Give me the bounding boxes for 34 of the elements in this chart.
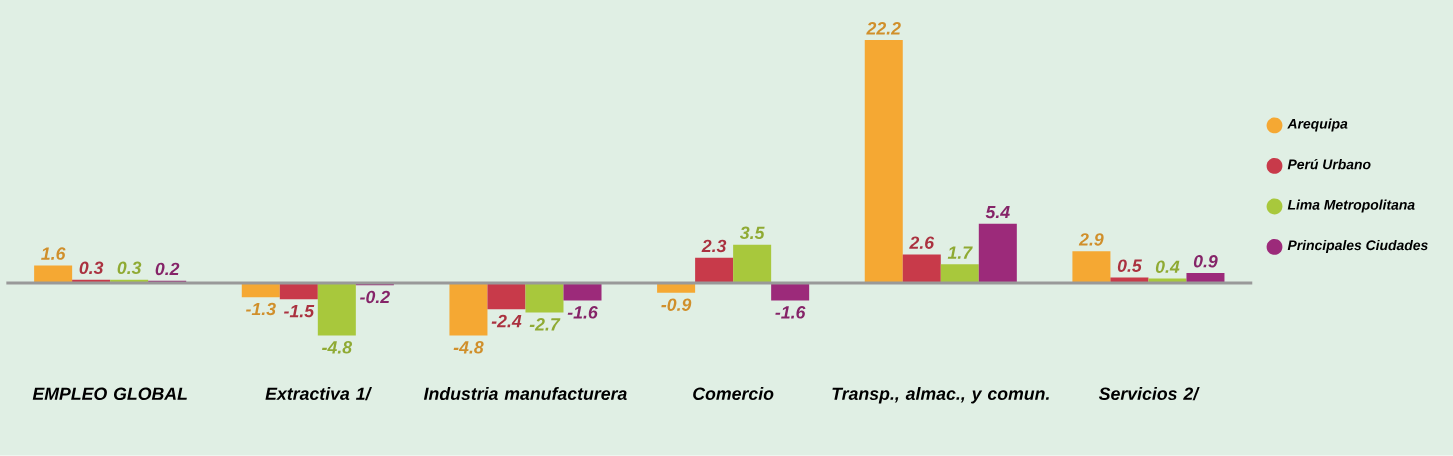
x-tick-label: EMPLEO GLOBAL <box>32 387 187 401</box>
data-label: 0.2 <box>155 262 180 276</box>
data-label: 0.4 <box>1155 260 1180 274</box>
data-label: -1.6 <box>567 306 598 319</box>
x-tick-label: Transp., almac., y comun. <box>832 387 1049 404</box>
data-label: 3.5 <box>739 226 765 240</box>
legend-label: Arequipa <box>1287 118 1348 132</box>
data-label: -2.7 <box>529 318 561 331</box>
data-label: 22.2 <box>866 22 901 35</box>
data-label: 0.9 <box>1193 255 1218 268</box>
data-label: -0.2 <box>360 290 390 304</box>
data-label: 2.3 <box>701 239 727 253</box>
data-label: 1.7 <box>947 246 973 259</box>
data-label: 5.4 <box>985 206 1010 219</box>
data-label: -4.8 <box>322 341 353 354</box>
data-label: -0.9 <box>661 298 692 312</box>
legend-label: Perú Urbano <box>1287 159 1371 170</box>
x-tick-label: Extractiva 1/ <box>265 387 373 401</box>
x-tick-label: Servicios 2/ <box>1098 387 1200 401</box>
x-tick-label: Comercio <box>693 387 774 401</box>
data-label: 1.6 <box>41 247 66 260</box>
legend-label: Lima Metropolitana <box>1287 199 1415 213</box>
data-label: -1.6 <box>775 306 806 319</box>
data-label: 0.3 <box>117 261 142 275</box>
data-label: -1.3 <box>246 302 276 316</box>
data-label: -4.8 <box>453 341 484 354</box>
x-tick-label: Industria manufacturera <box>423 387 627 401</box>
data-label: 0.5 <box>1117 259 1142 273</box>
data-label: 2.9 <box>1078 233 1104 246</box>
data-label: 0.3 <box>79 261 104 275</box>
data-label: 2.6 <box>909 236 935 250</box>
legend-label: Principales Ciudades <box>1287 240 1428 254</box>
data-label: -2.4 <box>491 314 522 328</box>
data-label: -1.5 <box>284 305 315 318</box>
